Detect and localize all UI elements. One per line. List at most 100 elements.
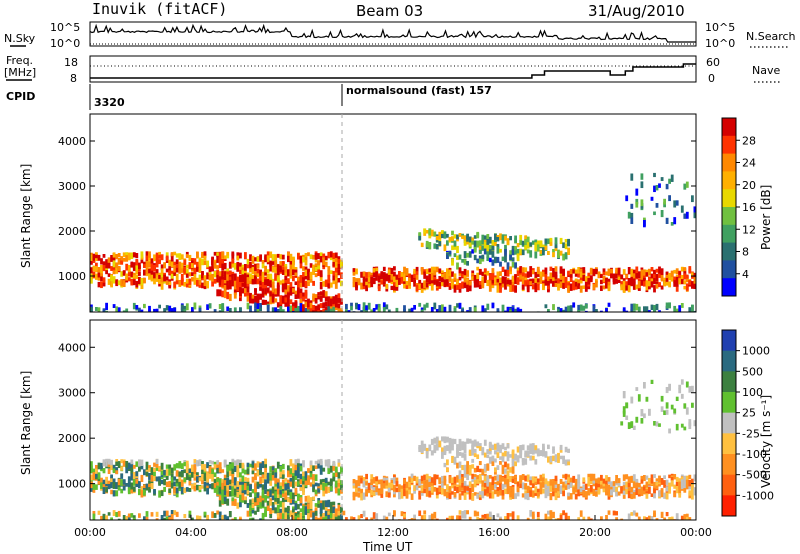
- echo-cell: [420, 515, 424, 520]
- echo-cell: [233, 481, 237, 487]
- echo-cell: [266, 472, 270, 478]
- echo-cell: [685, 516, 689, 520]
- echo-cell: [516, 486, 520, 492]
- echo-cell: [317, 260, 321, 266]
- echo-cell: [233, 477, 237, 483]
- echo-cell: [244, 291, 247, 297]
- echo-cell: [691, 281, 694, 289]
- echo-cell: [117, 510, 121, 517]
- echo-cell: [587, 277, 591, 285]
- echo-cell: [673, 276, 677, 281]
- echo-cell: [539, 487, 543, 495]
- echo-cell: [319, 503, 323, 508]
- echo-cell: [105, 268, 108, 275]
- echo-cell: [105, 262, 108, 269]
- echo-cell: [529, 476, 533, 484]
- echo-cell: [168, 464, 172, 469]
- echo-cell: [231, 253, 235, 261]
- echo-cell: [334, 252, 338, 259]
- echo-cell: [521, 240, 525, 246]
- echo-cell: [643, 475, 646, 482]
- y-tick-label: 2000: [58, 225, 86, 238]
- echo-cell: [483, 439, 487, 446]
- echo-cell: [193, 271, 197, 279]
- echo-cell: [678, 493, 682, 498]
- echo-cell: [334, 480, 338, 487]
- echo-cell: [231, 311, 235, 312]
- echo-cell: [279, 303, 283, 308]
- echo-cell: [233, 518, 237, 520]
- echo-cell: [673, 282, 677, 287]
- echo-cell: [536, 283, 540, 291]
- echo-cell: [544, 267, 548, 275]
- echo-cell: [473, 254, 477, 261]
- echo-cell: [390, 285, 394, 291]
- echo-cell: [163, 517, 166, 520]
- echo-cell: [483, 466, 487, 472]
- echo-cell: [322, 293, 326, 298]
- echo-cell: [668, 273, 671, 281]
- frequency-left-label-line2: [MHz]: [4, 66, 36, 79]
- echo-cell: [246, 481, 250, 486]
- echo-cell: [163, 510, 166, 517]
- echo-cell: [625, 481, 629, 488]
- echo-cell: [314, 489, 318, 495]
- echo-cell: [244, 276, 247, 284]
- echo-cell: [683, 271, 687, 276]
- echo-cell: [332, 476, 336, 482]
- echo-cell: [435, 443, 439, 451]
- echo-cell: [600, 310, 603, 312]
- echo-cell: [223, 514, 227, 520]
- echo-cell: [327, 274, 331, 283]
- echo-cell: [294, 500, 298, 506]
- colorbar-swatch: [722, 495, 736, 517]
- echo-cell: [279, 491, 283, 498]
- echo-cell: [287, 479, 290, 487]
- echo-cell: [221, 303, 225, 311]
- echo-cell: [178, 476, 182, 483]
- echo-cell: [549, 513, 553, 520]
- echo-cell: [148, 473, 151, 480]
- echo-cell: [206, 260, 209, 268]
- echo-cell: [299, 309, 303, 312]
- echo-cell: [688, 419, 692, 427]
- echo-cell: [506, 451, 510, 457]
- echo-cell: [135, 280, 139, 288]
- echo-cell: [494, 458, 497, 463]
- echo-cell: [211, 477, 214, 482]
- echo-cell: [340, 280, 343, 287]
- echo-cell: [221, 482, 225, 490]
- echo-cell: [643, 269, 646, 276]
- echo-cell: [506, 463, 510, 470]
- echo-cell: [269, 260, 273, 265]
- echo-cell: [163, 479, 166, 486]
- echo-cell: [683, 403, 687, 409]
- echo-cell: [198, 274, 202, 280]
- echo-cell: [557, 452, 560, 460]
- echo-cell: [483, 475, 487, 482]
- echo-cell: [451, 258, 454, 263]
- echo-cell: [173, 464, 177, 471]
- echo-cell: [226, 490, 230, 497]
- echo-cell: [509, 279, 512, 286]
- echo-cell: [208, 466, 212, 474]
- echo-cell: [221, 515, 225, 520]
- echo-cell: [534, 445, 538, 451]
- echo-cell: [302, 281, 305, 287]
- echo-cell: [236, 261, 240, 269]
- echo-cell: [526, 242, 530, 249]
- echo-cell: [365, 278, 368, 282]
- echo-cell: [655, 478, 659, 482]
- echo-cell: [254, 483, 257, 490]
- echo-cell: [266, 287, 270, 293]
- echo-cell: [441, 304, 444, 312]
- echo-cell: [175, 280, 179, 284]
- echo-cell: [630, 268, 634, 277]
- echo-cell: [266, 505, 270, 511]
- echo-cell: [494, 443, 497, 450]
- echo-cell: [418, 232, 422, 236]
- echo-cell: [557, 278, 560, 284]
- echo-cell: [107, 257, 111, 263]
- echo-cell: [249, 492, 252, 498]
- noise-left-tick-bottom: 10^0: [50, 37, 80, 50]
